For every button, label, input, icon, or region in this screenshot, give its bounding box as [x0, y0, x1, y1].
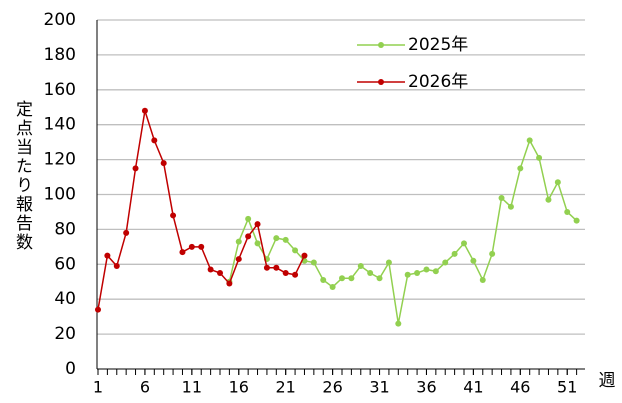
data-point — [235, 256, 242, 263]
data-point — [536, 154, 543, 161]
y-tick-label: 80 — [54, 219, 76, 239]
data-point — [554, 179, 561, 186]
y-axis-title: 定点当たり報告数 — [12, 100, 33, 252]
data-point — [385, 259, 392, 266]
y-tick-label: 180 — [44, 45, 76, 65]
data-point — [367, 270, 374, 277]
data-point — [404, 271, 411, 278]
x-tick-label: 41 — [463, 378, 483, 397]
data-point — [526, 137, 533, 144]
data-point — [217, 270, 223, 277]
data-point — [188, 243, 195, 250]
data-point — [564, 208, 571, 215]
data-point — [376, 275, 383, 282]
x-tick-label: 6 — [140, 378, 150, 397]
data-point — [395, 320, 402, 327]
y-tick-label: 20 — [54, 324, 76, 344]
data-point — [292, 247, 299, 254]
data-point — [489, 250, 496, 257]
data-point — [170, 212, 177, 219]
series-line — [97, 110, 306, 310]
legend-label: 2025年 — [408, 35, 468, 55]
data-point — [263, 264, 270, 271]
data-point — [442, 259, 449, 266]
y-tick-label: 120 — [44, 150, 76, 170]
data-point — [179, 249, 186, 256]
x-tick-label: 26 — [322, 378, 342, 397]
data-point — [423, 266, 430, 273]
x-tick-label: 36 — [416, 378, 436, 397]
y-tick-label: 200 — [44, 10, 76, 30]
data-point — [254, 221, 261, 228]
data-point — [320, 277, 327, 284]
data-point — [310, 259, 317, 266]
data-point — [545, 196, 552, 203]
y-tick-label: 40 — [54, 289, 76, 309]
x-tick-label: 1 — [93, 378, 103, 397]
data-point — [113, 263, 120, 270]
data-point — [160, 160, 167, 167]
data-point — [292, 271, 299, 278]
x-tick-label: 21 — [276, 378, 296, 397]
data-point — [132, 165, 139, 172]
data-point — [348, 275, 355, 282]
data-point — [235, 238, 242, 245]
data-point — [301, 252, 308, 259]
data-point — [451, 250, 458, 257]
x-tick-label: 46 — [510, 378, 530, 397]
data-point — [226, 280, 233, 287]
data-point — [198, 243, 205, 250]
y-tick-label: 160 — [44, 80, 76, 100]
data-point — [357, 263, 364, 270]
x-tick-label: 16 — [229, 378, 249, 397]
data-point — [151, 137, 158, 144]
data-point — [207, 266, 214, 273]
data-point — [95, 306, 101, 313]
data-point — [245, 233, 252, 240]
legend-marker — [378, 79, 384, 85]
data-point — [414, 270, 421, 277]
legend-label: 2026年 — [408, 72, 468, 92]
y-tick-label: 140 — [44, 115, 76, 135]
x-tick-label: 51 — [557, 378, 577, 397]
data-point — [273, 264, 280, 271]
data-point — [498, 194, 505, 201]
x-tick-label: 11 — [182, 378, 202, 397]
data-point — [432, 268, 439, 275]
data-point — [273, 235, 280, 242]
y-tick-label: 0 — [65, 359, 76, 379]
data-point — [104, 252, 111, 259]
data-point — [470, 257, 477, 264]
data-point — [123, 229, 130, 236]
y-tick-label: 60 — [54, 254, 76, 274]
series-line — [228, 138, 578, 324]
legend-marker — [378, 42, 384, 48]
data-point — [461, 240, 467, 247]
data-point — [339, 275, 345, 282]
data-point — [282, 236, 289, 243]
data-point — [479, 277, 486, 284]
data-point — [507, 203, 514, 210]
data-point — [245, 215, 252, 222]
x-axis-title: 週 — [599, 371, 616, 391]
data-point — [573, 217, 580, 224]
data-point — [329, 283, 336, 290]
x-tick-label: 31 — [369, 378, 389, 397]
data-point — [141, 107, 148, 114]
data-point — [282, 270, 289, 277]
y-tick-label: 100 — [44, 185, 76, 205]
data-point — [254, 240, 261, 247]
data-point — [517, 165, 524, 172]
